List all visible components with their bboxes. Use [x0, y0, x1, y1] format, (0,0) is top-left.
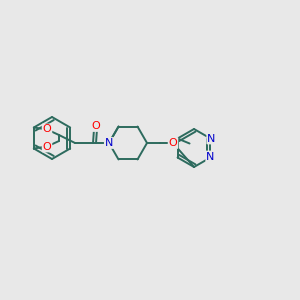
Text: O: O: [169, 138, 177, 148]
Text: O: O: [43, 142, 51, 152]
Text: N: N: [206, 152, 215, 161]
Text: N: N: [207, 134, 216, 143]
Text: O: O: [43, 124, 51, 134]
Text: O: O: [92, 121, 100, 131]
Text: N: N: [105, 138, 113, 148]
